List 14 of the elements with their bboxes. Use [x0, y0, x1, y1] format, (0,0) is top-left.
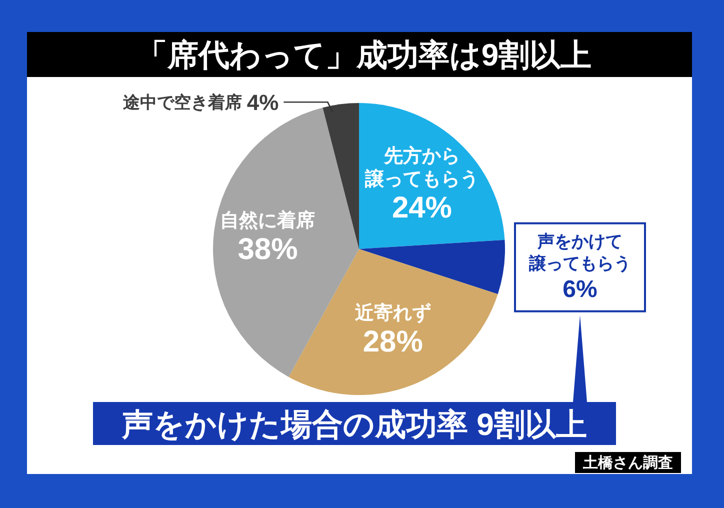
slice-label: 近寄れず: [354, 302, 431, 324]
slice-label: 途中で空き着席: [123, 92, 247, 112]
slice-label: 自然に着席: [220, 210, 316, 232]
data-label: 24%: [392, 192, 452, 225]
slice-label: 先方から譲ってもらう: [364, 145, 479, 190]
data-label: 38%: [238, 233, 298, 266]
text: 声をかけた場合の成功率 9割以上: [121, 407, 587, 442]
chart-title: 「席代わって」成功率は9割以上: [136, 38, 592, 72]
text: 土橋さん調査: [582, 454, 673, 472]
slice-label: 声をかけて譲ってもらう: [528, 232, 631, 273]
pie-slice: [359, 240, 505, 294]
data-label: 4%: [246, 90, 279, 115]
data-label: 28%: [362, 325, 423, 358]
data-label: 6%: [562, 276, 598, 303]
